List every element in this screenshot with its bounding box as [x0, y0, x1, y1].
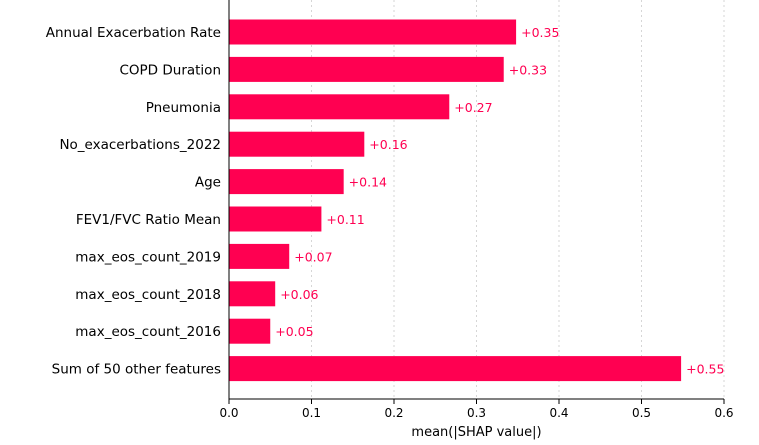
category-label: Annual Exacerbation Rate [46, 25, 221, 41]
category-label: Sum of 50 other features [52, 362, 221, 378]
x-axis-label: mean(|SHAP value|) [411, 425, 541, 440]
x-tick-label: 0.1 [302, 406, 321, 420]
bar [229, 56, 504, 82]
x-tick-label: 0.2 [384, 406, 403, 420]
bar [229, 243, 290, 269]
value-label: +0.55 [686, 362, 724, 377]
x-tick-label: 0.0 [219, 406, 238, 420]
category-label: FEV1/FVC Ratio Mean [76, 212, 221, 228]
x-tick-label: 0.6 [714, 406, 733, 420]
bar [229, 356, 682, 382]
value-label: +0.35 [521, 25, 559, 40]
category-label: max_eos_count_2018 [75, 287, 221, 303]
bar [229, 94, 450, 120]
bar [229, 19, 517, 45]
value-labels: +0.35 +0.33 +0.27 +0.16 +0.14 +0.11 +0.07 +0.06… [275, 25, 724, 377]
bar [229, 131, 365, 157]
x-tick-label: 0.3 [467, 406, 486, 420]
bar [229, 206, 322, 232]
value-label: +0.06 [280, 287, 318, 302]
bars [229, 19, 682, 382]
category-labels: Annual Exacerbation Rate COPD Duration Pne… [46, 25, 221, 378]
value-label: +0.27 [454, 100, 492, 115]
value-label: +0.07 [294, 249, 332, 264]
value-label: +0.33 [509, 62, 547, 77]
value-label: +0.16 [369, 137, 407, 152]
category-label: COPD Duration [119, 62, 221, 78]
value-label: +0.11 [326, 212, 364, 227]
x-tick-label: 0.4 [549, 406, 568, 420]
bar [229, 281, 276, 307]
category-label: max_eos_count_2016 [75, 324, 221, 340]
bar [229, 318, 271, 344]
x-tick-label: 0.5 [632, 406, 651, 420]
category-label: max_eos_count_2019 [75, 249, 221, 265]
bar [229, 169, 344, 195]
value-label: +0.05 [275, 324, 313, 339]
value-label: +0.14 [349, 175, 387, 190]
category-label: Age [195, 175, 221, 191]
x-ticks: 0.0 0.1 0.2 0.3 0.4 0.5 0.6 [219, 399, 734, 420]
category-label: No_exacerbations_2022 [59, 137, 221, 153]
category-label: Pneumonia [146, 100, 221, 116]
